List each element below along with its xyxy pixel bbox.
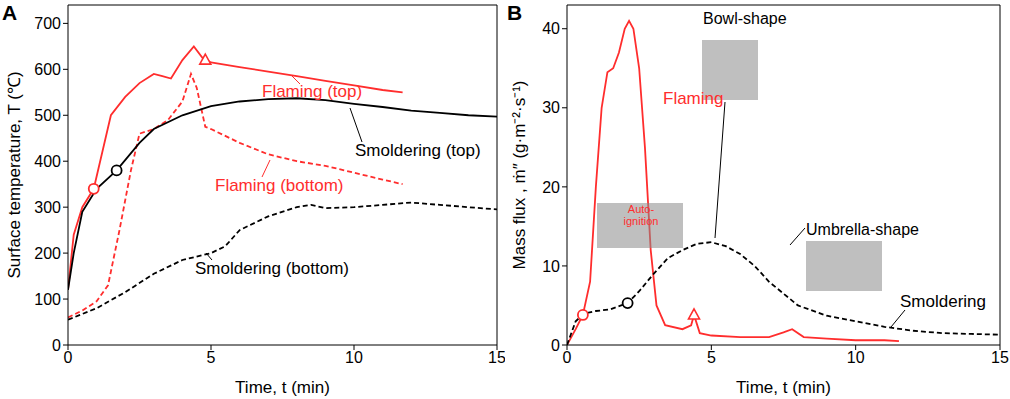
svg-text:20: 20 <box>542 179 560 196</box>
svg-text:A: A <box>2 1 17 24</box>
svg-text:40: 40 <box>542 20 560 37</box>
svg-text:Smoldering (bottom): Smoldering (bottom) <box>195 259 349 278</box>
svg-text:10: 10 <box>345 349 363 366</box>
svg-text:5: 5 <box>207 349 216 366</box>
svg-text:B: B <box>507 1 522 24</box>
svg-text:400: 400 <box>34 153 61 170</box>
svg-text:Mass flux , ṁ″ (g·m⁻²·s⁻¹): Mass flux , ṁ″ (g·m⁻²·s⁻¹) <box>510 81 529 270</box>
svg-text:Flaming: Flaming <box>663 89 723 108</box>
svg-text:Smoldering: Smoldering <box>900 292 986 311</box>
svg-text:15: 15 <box>991 349 1009 366</box>
svg-text:15: 15 <box>488 349 505 366</box>
svg-text:10: 10 <box>847 349 865 366</box>
svg-text:Flaming (top): Flaming (top) <box>262 82 362 101</box>
svg-text:Time, t (min): Time, t (min) <box>235 378 330 397</box>
svg-text:Auto-ignition: Auto-ignition <box>624 203 659 227</box>
svg-text:0: 0 <box>52 337 61 354</box>
svg-text:Smoldering (top): Smoldering (top) <box>355 141 481 160</box>
svg-text:100: 100 <box>34 291 61 308</box>
svg-text:0: 0 <box>64 349 73 366</box>
svg-text:0: 0 <box>551 337 560 354</box>
svg-text:5: 5 <box>707 349 716 366</box>
svg-text:10: 10 <box>542 258 560 275</box>
svg-text:30: 30 <box>542 99 560 116</box>
svg-text:Flaming (bottom): Flaming (bottom) <box>215 176 343 195</box>
svg-text:500: 500 <box>34 107 61 124</box>
svg-text:200: 200 <box>34 245 61 262</box>
svg-text:Time, t (min): Time, t (min) <box>736 378 831 397</box>
svg-text:Bowl-shape: Bowl-shape <box>703 10 787 27</box>
svg-text:600: 600 <box>34 61 61 78</box>
svg-text:300: 300 <box>34 199 61 216</box>
svg-text:Umbrella-shape: Umbrella-shape <box>806 221 919 238</box>
svg-text:700: 700 <box>34 15 61 32</box>
svg-text:0: 0 <box>563 349 572 366</box>
svg-text:Surface temperature, T (℃): Surface temperature, T (℃) <box>5 71 24 278</box>
